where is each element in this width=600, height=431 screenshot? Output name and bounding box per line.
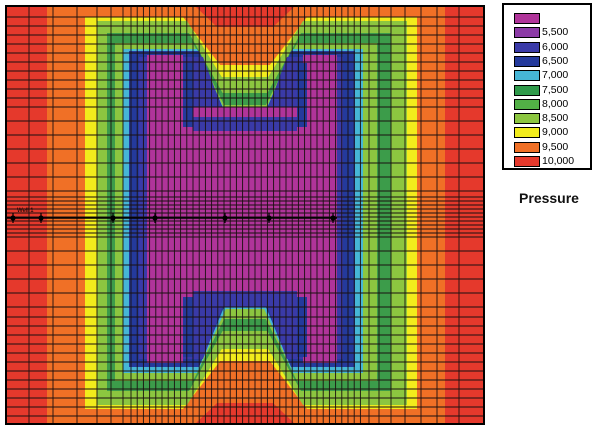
pressure-grid-map: Well 1: [5, 5, 485, 425]
legend-swatch: [514, 156, 540, 167]
well-line: Well 1: [7, 208, 337, 223]
pressure-zones: [7, 7, 483, 423]
legend-label: 7,500: [542, 83, 569, 96]
legend-label: 5,500: [542, 26, 569, 39]
legend-label: 10,000: [542, 155, 575, 167]
legend-swatch: [514, 127, 540, 139]
legend-swatch: [514, 41, 540, 53]
well-label: Well 1: [17, 208, 34, 214]
pressure-legend: 5,500 6,000 6,500 7,000 7,500 8,000 8,500 9,000…: [502, 3, 592, 170]
zone-6000-top: [193, 117, 297, 131]
legend-label: 9,000: [542, 126, 569, 139]
legend-item: 9,500: [504, 140, 590, 154]
grid-canvas: Well 1: [7, 7, 483, 423]
legend-label: 8,500: [542, 112, 569, 125]
legend-item: 10,000: [504, 155, 590, 168]
legend-swatch: [514, 55, 540, 67]
legend-label: 7,000: [542, 69, 569, 82]
legend-swatch: [514, 141, 540, 153]
legend-label: 6,500: [542, 54, 569, 67]
legend-item: 8,000: [504, 97, 590, 111]
legend-item: 6,000: [504, 40, 590, 54]
zone-5500-arm-tl: [147, 55, 183, 107]
legend-swatch: [514, 98, 540, 110]
legend-item: 7,500: [504, 83, 590, 97]
zone-5500-center: [147, 131, 337, 291]
legend-item: 9,000: [504, 126, 590, 139]
legend-label: 9,500: [542, 140, 569, 153]
zone-6000-bottom: [193, 291, 297, 307]
legend-label: 6,000: [542, 40, 569, 53]
legend-item: 6,500: [504, 54, 590, 68]
grid-lines: [7, 7, 483, 423]
legend-item: 8,500: [504, 112, 590, 125]
legend-item: [504, 13, 590, 25]
legend-swatch: [514, 27, 540, 39]
legend-title: Pressure: [519, 190, 579, 206]
zone-5500-arm-tr: [303, 55, 337, 107]
legend-swatch: [514, 13, 540, 24]
legend-item: 7,000: [504, 69, 590, 82]
legend-swatch: [514, 84, 540, 96]
legend-label: 8,000: [542, 97, 569, 110]
legend-swatch: [514, 113, 540, 125]
legend-item: 5,500: [504, 26, 590, 39]
legend-swatch: [514, 70, 540, 82]
